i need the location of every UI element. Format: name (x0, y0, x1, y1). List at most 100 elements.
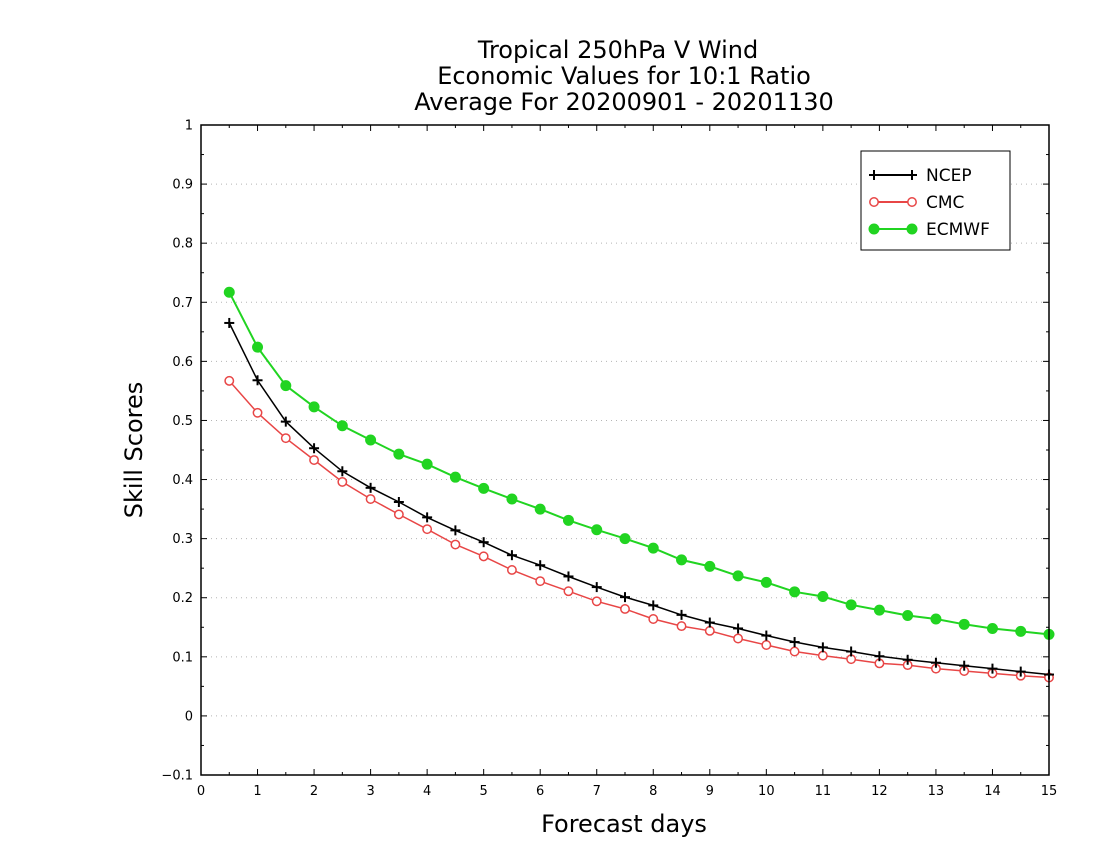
ncep-data-point (733, 623, 744, 634)
gridlines (201, 183, 1049, 717)
ecmwf-data-point (562, 514, 574, 526)
y-tick-label: 0.3 (172, 532, 193, 547)
ecmwf-data-point (647, 542, 659, 554)
x-tick-label: 1 (253, 784, 261, 799)
x-tick-label: 4 (423, 784, 431, 799)
x-tick-label: 8 (649, 784, 657, 799)
cmc-data-point (450, 539, 461, 550)
ncep-data-point (959, 660, 970, 671)
ecmwf-data-point (760, 576, 772, 588)
y-tick-label: 0.1 (172, 650, 193, 665)
ecmwf-series-line (228, 291, 1050, 636)
legend-marker-cmc (907, 197, 917, 207)
ncep-data-point (478, 537, 489, 548)
cmc-series-line (228, 380, 1050, 679)
x-tick-label: 0 (197, 784, 205, 799)
y-tick-label: 0.6 (172, 355, 193, 370)
y-tick-label: 0.5 (172, 414, 193, 429)
x-tick-label: 5 (480, 784, 488, 799)
legend-marker-ecmwf (906, 223, 918, 235)
series-group (223, 286, 1055, 683)
cmc-data-point (422, 524, 433, 535)
ecmwf-data-point (873, 604, 885, 616)
cmc-data-point (563, 586, 574, 597)
cmc-data-point (817, 650, 828, 661)
ecmwf-data-point (280, 380, 292, 392)
ncep-data-point (704, 617, 715, 628)
cmc-data-point (393, 509, 404, 520)
ncep-data-point (337, 466, 348, 477)
chart-title-line-3: Average For 20200901 - 20201130 (414, 88, 834, 116)
ecmwf-data-point (789, 586, 801, 598)
y-tick-label: 0.9 (172, 178, 193, 193)
ncep-data-point (846, 646, 857, 657)
ncep-data-point (676, 609, 687, 620)
y-tick-label: 0.7 (172, 296, 193, 311)
chart-title-line-2: Economic Values for 10:1 Ratio (437, 62, 811, 90)
legend-label-cmc: CMC (926, 193, 964, 213)
axis-ticks: −0.100.10.20.30.40.50.60.70.80.910 1 2 3 4 5 6… (161, 119, 1057, 800)
legend: NCEP CMC ECMWF (860, 150, 1011, 251)
ncep-data-point (365, 482, 376, 493)
x-tick-label: 14 (984, 784, 1001, 799)
ecmwf-data-point (449, 471, 461, 483)
ecmwf-data-point (336, 420, 348, 432)
cmc-data-point (337, 476, 348, 487)
legend-label-ncep: NCEP (926, 166, 972, 186)
chart-title-line-1: Tropical 250hPa V Wind (477, 36, 758, 64)
legend-marker-cmc (869, 197, 879, 207)
ncep-data-point (252, 375, 263, 386)
cmc-data-point (280, 433, 291, 444)
ecmwf-data-point (817, 591, 829, 603)
ncep-data-point (393, 497, 404, 507)
cmc-data-point (704, 625, 715, 636)
cmc-data-point (252, 407, 263, 418)
ncep-data-point (224, 317, 235, 328)
ecmwf-data-point (732, 570, 744, 582)
y-tick-label: 0.8 (172, 237, 193, 252)
cmc-data-point (761, 640, 772, 650)
x-tick-label: 2 (310, 784, 318, 799)
y-tick-label: 0.2 (172, 591, 193, 606)
ncep-data-point (563, 571, 574, 582)
y-tick-label: 0.4 (172, 473, 193, 488)
ncep-data-point (280, 416, 291, 427)
y-tick-label: −0.1 (161, 769, 193, 784)
ncep-data-point (591, 582, 602, 593)
cmc-data-point (309, 455, 320, 465)
ecmwf-data-point (986, 622, 998, 634)
cmc-data-point (535, 576, 546, 587)
ecmwf-data-point (591, 524, 603, 536)
y-tick-label: 0 (185, 709, 193, 724)
cmc-data-point (478, 551, 489, 562)
ncep-data-point (535, 560, 546, 571)
ecmwf-data-point (365, 434, 377, 446)
ncep-data-point (902, 654, 913, 665)
ecmwf-data-point (534, 503, 546, 515)
x-tick-label: 6 (536, 784, 544, 799)
cmc-data-point (648, 614, 659, 624)
ecmwf-data-point (845, 599, 857, 611)
legend-box (860, 150, 1011, 251)
ncep-data-point (620, 592, 630, 603)
x-tick-label: 7 (593, 784, 601, 799)
ncep-series-line (228, 322, 1050, 676)
cmc-data-point (620, 604, 630, 614)
ecmwf-data-point (421, 458, 433, 470)
ncep-data-point (817, 642, 828, 653)
ecmwf-data-point (1015, 625, 1027, 637)
ncep-data-point (874, 651, 885, 662)
x-tick-label: 11 (815, 784, 832, 799)
ncep-data-point (930, 657, 941, 668)
ncep-data-point (422, 512, 433, 523)
ecmwf-data-point (619, 533, 631, 545)
ecmwf-data-point (393, 448, 405, 460)
x-tick-label: 10 (758, 784, 775, 799)
y-tick-label: 1 (185, 119, 193, 134)
cmc-data-point (224, 375, 235, 386)
ecmwf-data-point (252, 341, 264, 353)
ncep-data-point (450, 525, 461, 536)
ecmwf-data-point (506, 493, 518, 505)
cmc-data-point (676, 621, 687, 632)
